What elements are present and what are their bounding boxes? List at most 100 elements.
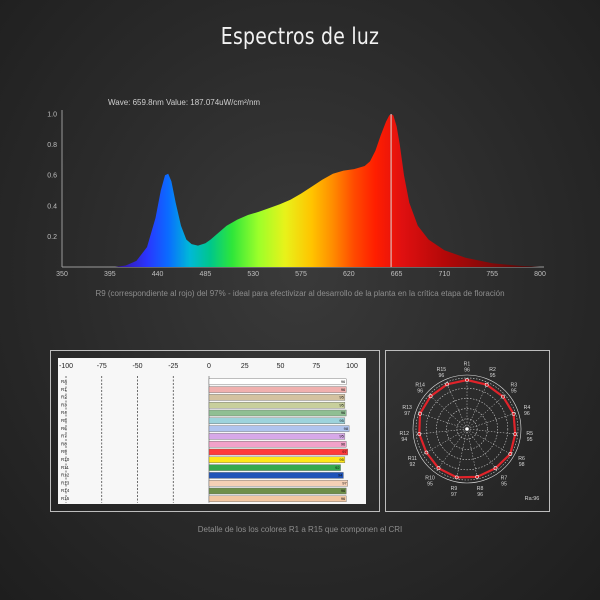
radar-value-label: 97 [451, 492, 457, 498]
radar-value-label: 95 [527, 437, 533, 443]
radar-point [436, 466, 441, 471]
bar-x-tick-label: 50 [277, 363, 285, 370]
radar-axis-label: R5 [526, 431, 533, 437]
radar-point [511, 412, 516, 416]
cri-bar [208, 495, 347, 503]
cri-bar-chart: -100 -75 -50 -25 0 25 50 75 100 Ra 96 R1 96 R2 95 R3 95 R… [58, 358, 366, 504]
radar-value-label: 95 [511, 388, 517, 394]
cri-bar [208, 425, 350, 432]
spectrum-x-tick-label: 530 [247, 271, 259, 278]
bar-category-label: R2 [61, 395, 67, 400]
radar-point [445, 382, 450, 387]
cri-bar-value-label: 95 [339, 434, 344, 439]
cri-bar [208, 464, 341, 471]
radar-value-label: 95 [501, 482, 507, 488]
radar-axis-label: R12 [400, 431, 410, 437]
bar-category-label: R9 [61, 449, 67, 454]
cri-bar [208, 479, 348, 487]
spectrum-x-tick-label: 710 [439, 271, 451, 278]
spectrum-chart: 350 395 440 485 530 575 620 665 710 755 800 0.2 0.4… [47, 110, 546, 278]
radar-spoke [456, 428, 468, 479]
radar-axis-label: R13 [402, 405, 412, 411]
spectrum-x-tick-label: 350 [56, 271, 68, 278]
radar-point [428, 394, 433, 399]
spectrum-y-tick-label: 0.4 [47, 203, 57, 210]
radar-series-line [418, 378, 517, 479]
radar-axis-label: R4 [524, 405, 531, 411]
spectrum-y-tick-labels: 0.2 0.4 0.6 0.8 1.0 [47, 112, 57, 241]
radar-axis-label: R2 [489, 367, 496, 373]
bar-category-label: R4 [61, 410, 67, 415]
radar-axis-label: R15 [437, 367, 447, 373]
radar-point [513, 432, 518, 437]
radar-point [493, 466, 498, 471]
radar-value-label: 96 [524, 411, 530, 417]
spectrum-x-tick-label: 395 [104, 271, 116, 278]
cri-bar-value-label: 95 [339, 402, 344, 407]
bar-x-tick-label: -25 [168, 363, 178, 370]
radar-spoke [428, 394, 468, 430]
radar-point [454, 475, 459, 480]
radar-axis-label: R3 [510, 382, 517, 388]
radar-spoke [466, 428, 478, 479]
bar-category-label: R15 [61, 496, 70, 501]
bar-category-label: R6 [61, 426, 67, 431]
radar-point [475, 475, 480, 479]
cri-bar-value-label: 92 [335, 465, 340, 470]
cri-bar [208, 402, 346, 409]
cri-bar-value-label: 98 [344, 426, 349, 431]
radar-value-label: 92 [410, 462, 416, 468]
radar-value-label: 95 [427, 482, 433, 488]
cri-bar [208, 456, 346, 464]
bar-category-label: R7 [61, 434, 67, 439]
cri-caption: Detalle de los los colores R1 a R15 que … [197, 525, 403, 534]
radar-point [424, 450, 429, 455]
cri-bar [208, 378, 347, 385]
spectrum-x-tick-label: 620 [343, 271, 355, 278]
radar-spoke [466, 428, 498, 471]
radar-ring [415, 377, 519, 481]
cri-radar-panel: R1 96 R2 95 R3 95 R4 96 R5 95 R6 98 R7 95 R8 96 R9 97 R10 9… [385, 350, 550, 512]
cri-bar [208, 440, 347, 448]
radar-spoke [436, 428, 468, 471]
bar-x-tick-label: 100 [346, 363, 358, 370]
radar-spoke [416, 428, 468, 435]
bar-category-label: R14 [61, 488, 70, 493]
spectrum-x-tick-label: 755 [486, 271, 498, 278]
radar-value-label: 96 [464, 368, 470, 374]
cri-bar [208, 386, 347, 393]
cri-bar-value-label: 96 [341, 441, 346, 446]
bar-category-label: R12 [61, 473, 70, 478]
radar-value-label: 98 [519, 462, 525, 468]
bar-x-tick-label: 0 [207, 363, 211, 370]
radar-axis-label: R8 [477, 486, 484, 492]
bar-category-label: R13 [61, 480, 70, 485]
radar-spoke [466, 428, 518, 435]
radar-value-label: 96 [477, 492, 483, 498]
bar-category-label: R10 [61, 457, 70, 462]
radar-spoke [466, 428, 512, 455]
radar-value-label: 95 [490, 373, 496, 379]
cri-bar-value-label: 96 [341, 410, 346, 415]
bar-x-tick-label: -50 [132, 363, 142, 370]
cri-bar-value-label: 95 [339, 457, 344, 462]
radar-center [465, 427, 469, 431]
radar-point [418, 411, 422, 416]
radar-ring [425, 387, 509, 471]
cri-bar-value-label: 94 [338, 473, 343, 478]
cri-bar [208, 487, 347, 495]
bar-x-tick-label: 75 [312, 363, 320, 370]
bar-x-tick-label: 25 [241, 363, 249, 370]
spectrum-x-tick-label: 440 [152, 271, 164, 278]
cri-bar [208, 417, 346, 425]
cri-bar-value-label: 96 [341, 496, 346, 501]
radar-value-label: 96 [417, 388, 423, 394]
radar-axis-label: R14 [415, 382, 425, 388]
spectrum-x-tick-label: 485 [200, 271, 212, 278]
radar-axis-label: R1 [464, 362, 471, 368]
bar-category-label: R5 [61, 418, 67, 423]
bar-category-label: R11 [61, 465, 69, 470]
bar-x-tick-label: -100 [59, 363, 73, 370]
cri-bar [208, 472, 344, 479]
